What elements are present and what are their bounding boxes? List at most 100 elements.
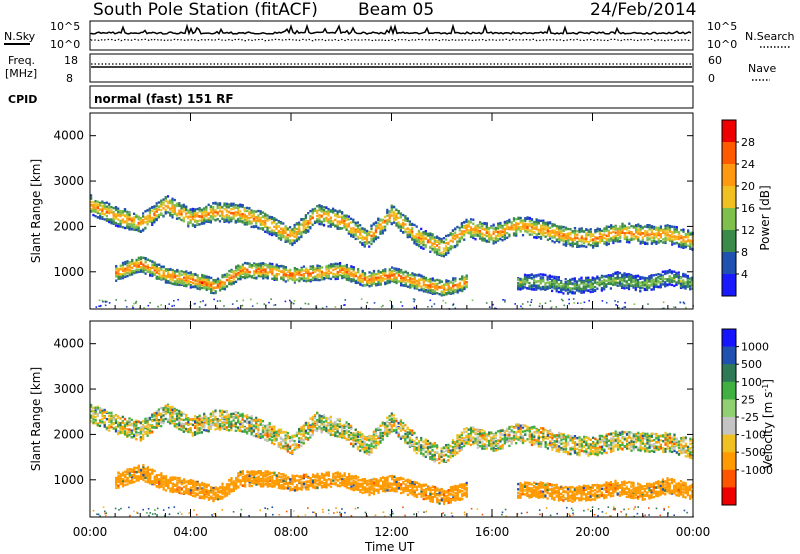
range-cell: [562, 240, 565, 243]
range-cell: [298, 238, 301, 241]
range-cell: [343, 267, 346, 270]
range-cell: [139, 217, 142, 220]
range-cell: [623, 284, 626, 288]
range-cell: [114, 213, 118, 216]
range-cell: [180, 204, 183, 208]
range-cell: [456, 234, 459, 237]
range-cell: [304, 226, 307, 229]
range-cell: [627, 275, 631, 279]
range-cell: [196, 287, 199, 290]
range-cell: [90, 203, 93, 207]
range-cell: [689, 231, 692, 235]
range-cell: [309, 218, 312, 221]
range-cell: [287, 279, 290, 282]
range-cell: [535, 233, 538, 237]
range-cell: [664, 227, 667, 230]
range-cell: [402, 284, 405, 287]
range-cell: [144, 269, 147, 272]
range-cell: [361, 284, 364, 287]
range-cell: [397, 223, 400, 226]
range-cell: [99, 204, 102, 207]
range-cell: [517, 216, 520, 220]
range-cell: [363, 229, 366, 232]
range-cell: [650, 232, 653, 235]
range-cell: [460, 230, 463, 233]
range-cell: [194, 208, 197, 211]
range-cell: [664, 224, 667, 228]
range-cell: [124, 275, 127, 279]
range-cell: [684, 236, 687, 239]
range-cell: [580, 290, 583, 293]
range-cell: [662, 229, 665, 233]
range-cell: [329, 265, 333, 268]
range-cell: [469, 233, 473, 236]
range-cell: [546, 278, 549, 281]
range-cell: [393, 213, 396, 216]
range-cell: [619, 231, 622, 234]
range-cell: [436, 252, 439, 255]
range-cell: [178, 209, 181, 212]
range-cell: [287, 275, 290, 278]
range-cell: [497, 225, 500, 228]
range-cell: [582, 290, 585, 293]
range-cell: [277, 269, 281, 272]
range-cell: [573, 291, 576, 294]
range-cell: [166, 206, 170, 209]
freq-panel-frame: [89, 53, 694, 83]
range-cell: [600, 287, 603, 290]
range-cell: [490, 226, 493, 229]
range-cell: [573, 283, 576, 286]
range-cell: [551, 282, 554, 286]
range-cell: [409, 283, 412, 287]
range-cell: [497, 238, 500, 241]
range-cell: [153, 273, 156, 276]
range-cell: [241, 220, 244, 223]
range-cell: [508, 227, 511, 230]
range-cell: [384, 226, 387, 230]
range-cell: [212, 202, 215, 205]
range-cell: [530, 276, 533, 279]
range-cell: [524, 230, 527, 233]
range-cell: [521, 220, 525, 223]
range-cell: [603, 233, 606, 237]
range-cell: [295, 233, 298, 236]
range-cell: [434, 282, 437, 286]
range-cell: [384, 272, 387, 275]
range-cell: [214, 209, 217, 212]
range-cell: [564, 235, 568, 238]
range-cell: [558, 237, 561, 241]
range-cell: [205, 206, 208, 209]
range-cell: [348, 267, 351, 270]
range-cell: [205, 282, 208, 286]
range-cell: [519, 288, 522, 291]
range-cell: [336, 225, 339, 228]
range-cell: [422, 240, 425, 244]
range-cell: [386, 221, 389, 224]
range-cell: [114, 215, 118, 218]
range-cell: [368, 278, 371, 281]
range-cell: [605, 239, 608, 242]
range-cell: [123, 226, 127, 230]
range-cell: [327, 214, 330, 217]
range-cell: [553, 231, 556, 234]
range-cell: [384, 219, 387, 223]
range-cell: [406, 285, 409, 288]
range-cell: [506, 221, 509, 225]
range-cell: [379, 277, 382, 280]
range-cell: [646, 233, 649, 236]
range-cell: [594, 289, 597, 292]
range-cell: [162, 214, 165, 218]
range-cell: [451, 237, 454, 240]
range-cell: [357, 268, 360, 271]
range-cell: [264, 269, 267, 272]
range-cell: [146, 258, 149, 261]
range-cell: [296, 268, 299, 271]
range-cell: [619, 229, 622, 232]
range-cell: [526, 223, 529, 226]
range-cell: [639, 281, 642, 284]
range-cell: [277, 234, 280, 237]
range-cell: [585, 228, 588, 231]
range-cell: [101, 212, 104, 215]
range-cell: [92, 208, 95, 212]
range-cell: [119, 213, 122, 216]
